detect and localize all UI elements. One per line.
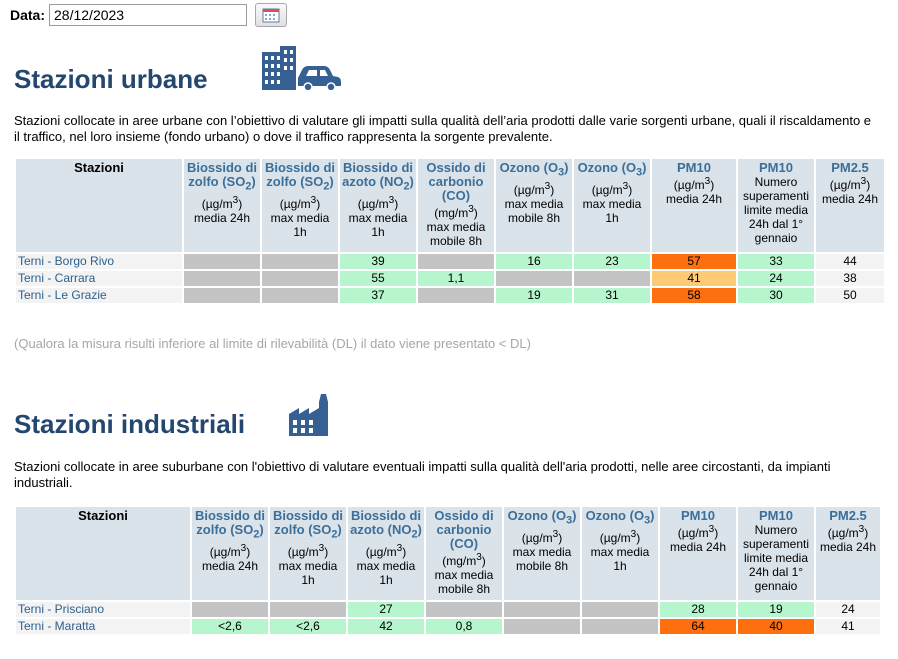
- header-no2-1h: Biossido di azoto (NO2) (µg/m3) max media …: [348, 507, 424, 600]
- industrial-table-body: Terni - Prisciano 27 28 19 24 Terni - Maratta…: [16, 602, 880, 634]
- header-co-8h: Ossido di carbonio (CO) (mg/m3) max media …: [418, 159, 494, 252]
- table-header-row: Stazioni Biossido di zolfo (SO2) (µg/m3) m…: [16, 159, 884, 252]
- date-selector: Data:: [10, 3, 288, 27]
- value-cell: 38: [816, 271, 884, 286]
- value-cell: 64: [660, 619, 736, 634]
- date-input[interactable]: [49, 4, 248, 26]
- value-cell: 30: [738, 288, 814, 303]
- value-cell: 16: [496, 254, 572, 269]
- value-cell: [184, 288, 260, 303]
- value-cell: [192, 602, 268, 617]
- value-cell: <2,6: [192, 619, 268, 634]
- value-cell: 50: [816, 288, 884, 303]
- value-cell: 39: [340, 254, 416, 269]
- header-so2-24h: Biossido di zolfo (SO2) (µg/m3) media 24h: [192, 507, 268, 600]
- table-row: Terni - Carrara 55 1,1 41 24 38: [16, 271, 884, 286]
- value-cell: 31: [574, 288, 650, 303]
- value-cell: [262, 254, 338, 269]
- industrial-stations-table: Stazioni Biossido di zolfo (SO2) (µg/m3) m…: [14, 505, 882, 636]
- value-cell: 28: [660, 602, 736, 617]
- table-row: Terni - Borgo Rivo 39 16 23 57 33 44: [16, 254, 884, 269]
- header-pm25-24h: PM2.5 (µg/m3) media 24h: [816, 507, 880, 600]
- value-cell: 41: [816, 619, 880, 634]
- station-name-link[interactable]: Terni - Prisciano: [16, 602, 190, 617]
- header-pm10-exceed: PM10 Numero superamenti limite media 24h …: [738, 507, 814, 600]
- value-cell: [270, 602, 346, 617]
- value-cell: 40: [738, 619, 814, 634]
- date-label: Data:: [10, 7, 46, 23]
- header-o3-8h: Ozono (O3) (µg/m3) max media mobile 8h: [496, 159, 572, 252]
- header-pm10-24h: PM10 (µg/m3) media 24h: [660, 507, 736, 600]
- value-cell: [418, 254, 494, 269]
- header-no2-1h: Biossido di azoto (NO2) (µg/m3) max media …: [340, 159, 416, 252]
- value-cell: 33: [738, 254, 814, 269]
- dl-note: (Qualora la misura risulti inferiore al …: [14, 336, 531, 351]
- header-so2-1h: Biossido di zolfo (SO2) (µg/m3) max media …: [262, 159, 338, 252]
- header-co-8h: Ossido di carbonio (CO) (mg/m3) max media …: [426, 507, 502, 600]
- header-o3-1h: Ozono (O3) (µg/m3) max media 1h: [582, 507, 658, 600]
- urban-table-body: Terni - Borgo Rivo 39 16 23 57 33 44 Terni - Ca…: [16, 254, 884, 303]
- table-row: Terni - Prisciano 27 28 19 24: [16, 602, 880, 617]
- value-cell: 58: [652, 288, 736, 303]
- industrial-description: Stazioni collocate in aree suburbane con…: [14, 459, 831, 490]
- station-name-link[interactable]: Terni - Le Grazie: [16, 288, 182, 303]
- value-cell: [582, 619, 658, 634]
- value-cell: <2,6: [270, 619, 346, 634]
- header-pm10-24h: PM10 (µg/m3) media 24h: [652, 159, 736, 252]
- header-pm10-exceed: PM10 Numero superamenti limite media 24h …: [738, 159, 814, 252]
- value-cell: 19: [738, 602, 814, 617]
- header-stations: Stazioni: [16, 507, 190, 600]
- table-row: Terni - Le Grazie 37 19 31 58 30 50: [16, 288, 884, 303]
- header-stations: Stazioni: [16, 159, 182, 252]
- value-cell: 23: [574, 254, 650, 269]
- station-name-link[interactable]: Terni - Maratta: [16, 619, 190, 634]
- urban-stations-table: Stazioni Biossido di zolfo (SO2) (µg/m3) m…: [14, 157, 886, 305]
- table-header-row: Stazioni Biossido di zolfo (SO2) (µg/m3) m…: [16, 507, 880, 600]
- value-cell: 42: [348, 619, 424, 634]
- value-cell: 19: [496, 288, 572, 303]
- value-cell: [496, 271, 572, 286]
- value-cell: [184, 254, 260, 269]
- value-cell: [504, 602, 580, 617]
- header-so2-24h: Biossido di zolfo (SO2) (µg/m3) media 24h: [184, 159, 260, 252]
- header-o3-1h: Ozono (O3) (µg/m3) max media 1h: [574, 159, 650, 252]
- value-cell: 41: [652, 271, 736, 286]
- station-name-link[interactable]: Terni - Borgo Rivo: [16, 254, 182, 269]
- header-o3-8h: Ozono (O3) (µg/m3) max media mobile 8h: [504, 507, 580, 600]
- value-cell: [262, 271, 338, 286]
- calendar-icon: [262, 8, 280, 23]
- value-cell: [574, 271, 650, 286]
- calendar-button[interactable]: [255, 3, 288, 27]
- value-cell: 37: [340, 288, 416, 303]
- header-pm25-24h: PM2.5 (µg/m3) media 24h: [816, 159, 884, 252]
- value-cell: 27: [348, 602, 424, 617]
- industrial-section-title: Stazioni industriali: [14, 409, 246, 439]
- urban-description: Stazioni collocate in aree urbane con l’…: [14, 113, 872, 144]
- value-cell: [426, 602, 502, 617]
- value-cell: [262, 288, 338, 303]
- value-cell: [418, 288, 494, 303]
- value-cell: [184, 271, 260, 286]
- value-cell: 1,1: [418, 271, 494, 286]
- value-cell: 57: [652, 254, 736, 269]
- table-row: Terni - Maratta <2,6 <2,6 42 0,8 64 40 41: [16, 619, 880, 634]
- station-name-link[interactable]: Terni - Carrara: [16, 271, 182, 286]
- value-cell: 44: [816, 254, 884, 269]
- factory-icon: [288, 392, 334, 441]
- value-cell: 0,8: [426, 619, 502, 634]
- value-cell: 24: [816, 602, 880, 617]
- value-cell: [582, 602, 658, 617]
- value-cell: [504, 619, 580, 634]
- urban-section-title: Stazioni urbane: [14, 64, 208, 94]
- value-cell: 55: [340, 271, 416, 286]
- header-so2-1h: Biossido di zolfo (SO2) (µg/m3) max media …: [270, 507, 346, 600]
- value-cell: 24: [738, 271, 814, 286]
- buildings-car-icon: [256, 44, 342, 93]
